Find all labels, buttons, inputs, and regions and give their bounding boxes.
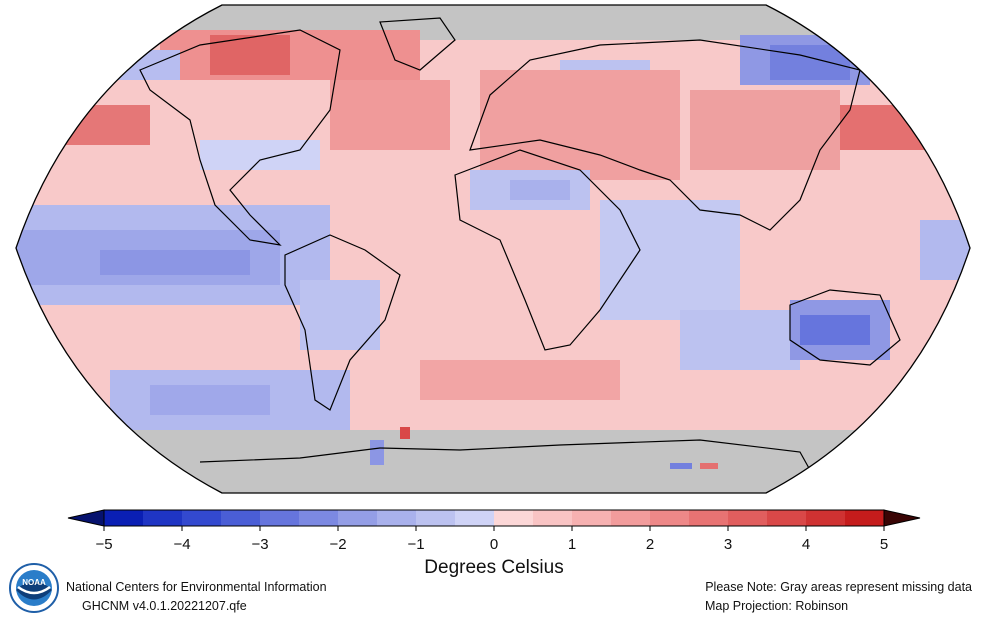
colorbar-segment (533, 510, 573, 526)
colorbar-tick-label: 4 (801, 536, 811, 553)
colorbar-tick-label: 3 (723, 536, 733, 553)
noaa-logo-icon: NOAA (9, 563, 59, 613)
land-outlines (139, 17, 901, 471)
colorbar-tick-label: −3 (251, 536, 269, 553)
colorbar-tick-label: 2 (645, 536, 655, 553)
anomaly-map (15, 4, 971, 494)
south-america-outline (284, 234, 401, 411)
colorbar-segment (728, 510, 768, 526)
colorbar-tick-label: 1 (567, 536, 577, 553)
anomaly-field (16, 5, 970, 493)
colorbar-segment (650, 510, 690, 526)
colorbar-tick-label: −5 (95, 536, 113, 553)
colorbar-segment (455, 510, 495, 526)
logo-text: NOAA (22, 578, 46, 587)
colorbar (67, 509, 921, 531)
colorbar-segment (377, 510, 417, 526)
colorbar-segment (689, 510, 729, 526)
colorbar-tick-label: −2 (329, 536, 347, 553)
colorbar-segment (416, 510, 456, 526)
colorbar-low-extend (67, 509, 105, 527)
org-name: National Centers for Environmental Infor… (66, 580, 327, 594)
colorbar-title: Degrees Celsius (424, 557, 564, 578)
colorbar-segment (182, 510, 222, 526)
colorbar-tick-label: 0 (489, 536, 499, 553)
projection-note: Map Projection: Robinson (705, 599, 849, 613)
colorbar-tick-label: −4 (173, 536, 191, 553)
north-america-outline (139, 29, 341, 246)
colorbar-tick-label: 5 (879, 536, 889, 553)
colorbar-segment (845, 510, 885, 526)
colorbar-segment (806, 510, 846, 526)
colorbar-segment (572, 510, 612, 526)
africa-outline (454, 149, 641, 351)
colorbar-high-extend (883, 509, 921, 527)
map-border (15, 4, 971, 494)
colorbar-tick-label: −1 (407, 536, 425, 553)
colorbar-segment (260, 510, 300, 526)
colorbar-segment (299, 510, 339, 526)
colorbar-segment (338, 510, 378, 526)
missing-data-note: Please Note: Gray areas represent missin… (705, 580, 972, 594)
europe-asia-outline (469, 39, 861, 231)
colorbar-segment (611, 510, 651, 526)
dataset-version: GHCNM v4.0.1.20221207.qfe (82, 599, 247, 613)
australia-outline (789, 289, 901, 366)
colorbar-segment (221, 510, 261, 526)
colorbar-segment (767, 510, 807, 526)
colorbar-segment (494, 510, 534, 526)
greenland-outline (379, 17, 456, 71)
colorbar-segment (104, 510, 144, 526)
colorbar-segment (143, 510, 183, 526)
antarctica-outline (199, 439, 811, 471)
